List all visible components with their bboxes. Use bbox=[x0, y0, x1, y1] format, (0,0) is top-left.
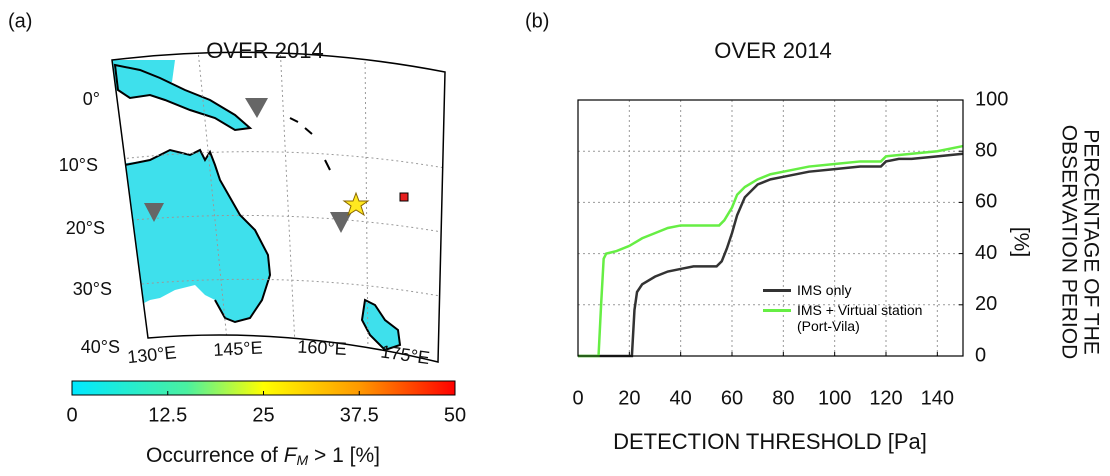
lat-label: 20°S bbox=[66, 218, 105, 238]
legend-label: IMS + Virtual station (Port-Vila) bbox=[797, 302, 923, 334]
x-tick-label: 100 bbox=[818, 387, 851, 409]
plot-frame bbox=[577, 99, 964, 357]
colorbar-tick-label: 37.5 bbox=[340, 404, 379, 426]
lat-label: 40°S bbox=[81, 337, 120, 357]
legend-swatch bbox=[763, 309, 791, 312]
island-fiji bbox=[399, 192, 409, 202]
series-line bbox=[578, 152, 964, 358]
legend-label: IMS only bbox=[797, 282, 852, 298]
y-tick-label: 0 bbox=[975, 344, 986, 366]
legend-entry: IMS + Virtual station (Port-Vila) bbox=[763, 302, 938, 334]
lat-label: 0° bbox=[83, 89, 100, 109]
lon-label: 160°E bbox=[297, 336, 347, 359]
colorbar-tick-label: 50 bbox=[444, 404, 466, 426]
colorbar-label: Occurrence of FM > 1 [%] bbox=[146, 444, 380, 468]
meridian bbox=[197, 52, 369, 356]
station-marker bbox=[330, 212, 352, 233]
colorbar-label-part: F bbox=[284, 444, 298, 467]
legend: IMS only IMS + Virtual station (Port-Vila… bbox=[763, 278, 938, 338]
y-tick-label: 60 bbox=[975, 191, 997, 213]
legend-entry: IMS only bbox=[763, 282, 938, 298]
y-tick-label: 20 bbox=[975, 293, 997, 315]
y-tick-label: 100 bbox=[975, 88, 1008, 110]
chart-title: OVER 2014 bbox=[714, 38, 831, 63]
lat-label: 10°S bbox=[59, 155, 98, 175]
field-australia bbox=[112, 150, 270, 322]
coast-australia bbox=[124, 148, 272, 324]
map-frame bbox=[111, 51, 446, 363]
virtual-station-marker bbox=[342, 191, 370, 217]
x-tick-label: 80 bbox=[772, 387, 794, 409]
colorbar-label-part: > 1 [%] bbox=[308, 444, 380, 467]
chart-title: OVER 2014 bbox=[206, 38, 323, 63]
map bbox=[111, 51, 446, 363]
colorbar-tick-label: 0 bbox=[66, 404, 77, 426]
lat-label: 30°S bbox=[73, 279, 112, 299]
station-marker bbox=[245, 98, 268, 118]
x-tick-label: 40 bbox=[670, 387, 692, 409]
series-line bbox=[578, 144, 964, 358]
x-tick-label: 140 bbox=[921, 387, 954, 409]
y-axis-label: PERCENTAGE OF THE bbox=[1079, 129, 1102, 355]
panel-label: (b) bbox=[525, 10, 549, 32]
lon-label: 145°E bbox=[213, 337, 263, 360]
lon-label: 175°E bbox=[379, 341, 431, 368]
y-axis-label: OBSERVATION PERIOD bbox=[1057, 125, 1080, 360]
y-axis-label: [%] bbox=[1009, 227, 1032, 257]
colorbar-label-part: M bbox=[297, 452, 309, 468]
colorbar-label-part: Occurrence of bbox=[146, 444, 284, 467]
lon-label: 130°E bbox=[126, 342, 177, 367]
panel-label: (a) bbox=[8, 10, 32, 32]
colorbar-tick-label: 12.5 bbox=[148, 404, 187, 426]
y-tick-label: 40 bbox=[975, 242, 997, 264]
colorbar-tick-label: 25 bbox=[252, 404, 274, 426]
legend-swatch bbox=[763, 289, 791, 292]
islands bbox=[289, 117, 331, 171]
x-tick-label: 0 bbox=[572, 387, 583, 409]
parallel bbox=[112, 151, 445, 297]
x-tick-label: 20 bbox=[618, 387, 640, 409]
station-marker bbox=[144, 203, 164, 222]
x-tick-label: 120 bbox=[869, 387, 902, 409]
land-png bbox=[113, 63, 253, 132]
x-axis-label: DETECTION THRESHOLD [Pa] bbox=[613, 429, 927, 454]
y-tick-label: 80 bbox=[975, 139, 997, 161]
land-nz bbox=[360, 298, 402, 352]
x-tick-label: 60 bbox=[721, 387, 743, 409]
